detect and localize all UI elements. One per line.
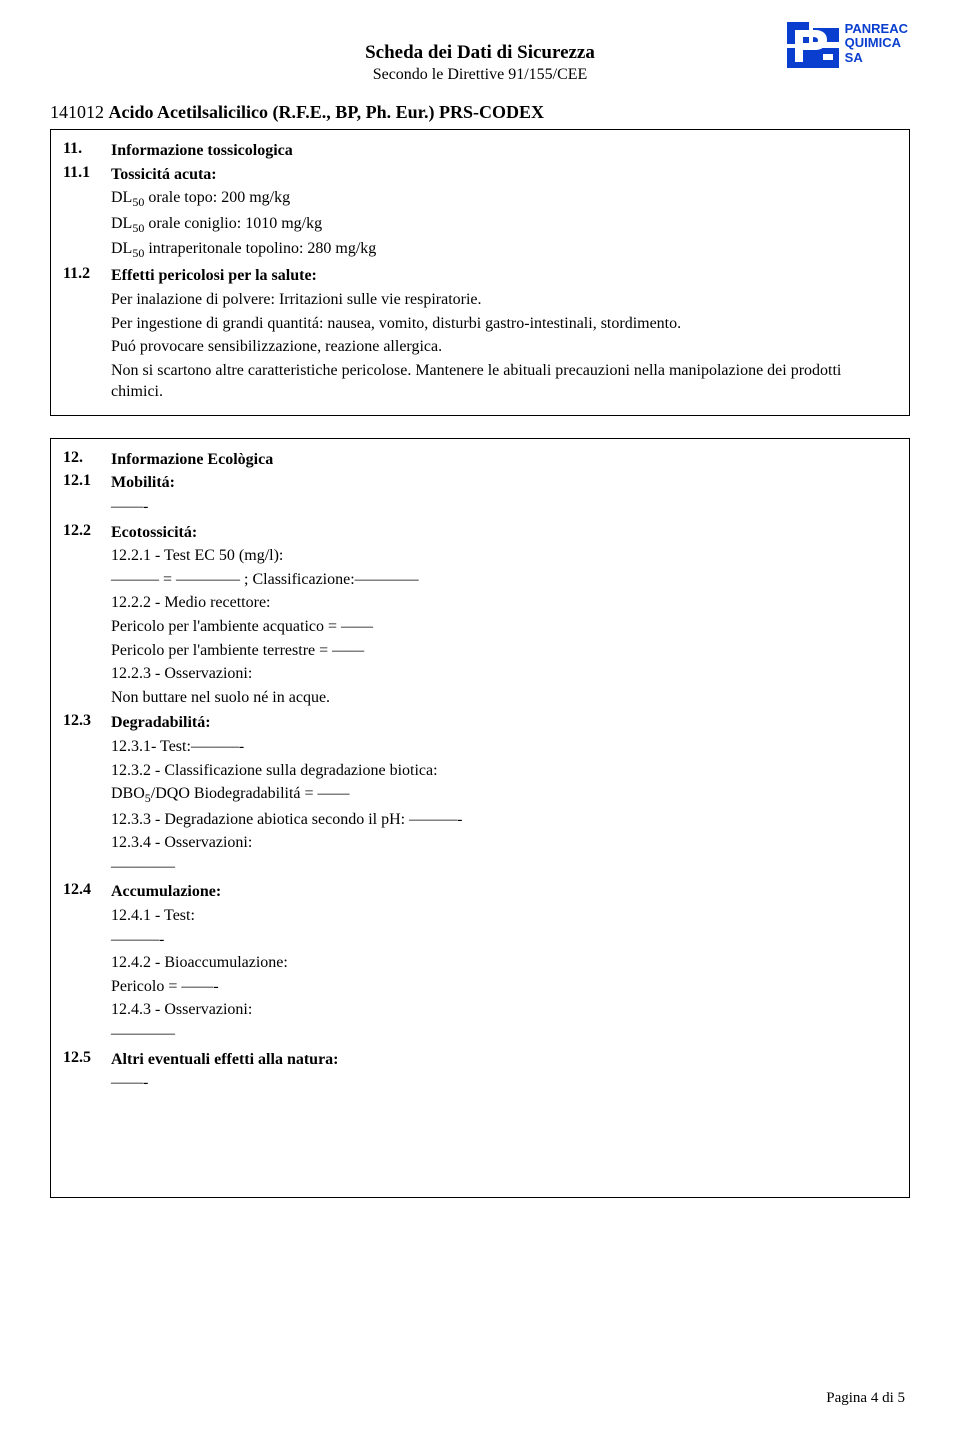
brand-line-2: QUIMICA xyxy=(845,36,908,50)
section-11-box: 11. Informazione tossicologica 11.1 Toss… xyxy=(50,129,910,416)
section-12-1: 12.1 Mobilitá: ——- xyxy=(63,472,897,519)
degrad-l6: ———— xyxy=(111,856,897,878)
tox-line-1: DL50 orale topo: 200 mg/kg xyxy=(111,187,897,210)
brand-line-3: SA xyxy=(845,51,908,65)
page-number: Pagina 4 di 5 xyxy=(826,1390,905,1407)
health-effect-1: Per inalazione di polvere: Irritazioni s… xyxy=(111,289,897,311)
section-12-4: 12.4 Accumulazione: 12.4.1 - Test: ———- … xyxy=(63,881,897,1046)
product-code: 141012 xyxy=(50,102,104,122)
section-11-title: Informazione tossicologica xyxy=(111,142,293,159)
ecotox-l6: 12.2.3 - Osservazioni: xyxy=(111,663,897,685)
section-11-header: 11. Informazione tossicologica xyxy=(63,140,897,162)
ecotox-l7: Non buttare nel suolo né in acque. xyxy=(111,687,897,709)
section-12-1-title: Mobilitá: xyxy=(111,474,175,491)
section-12-5-number: 12.5 xyxy=(63,1049,111,1067)
section-12-4-number: 12.4 xyxy=(63,881,111,899)
section-11-2-number: 11.2 xyxy=(63,265,111,283)
health-effect-2: Per ingestione di grandi quantitá: nause… xyxy=(111,313,897,335)
degrad-l5: 12.3.4 - Osservazioni: xyxy=(111,832,897,854)
section-12-3-title: Degradabilitá: xyxy=(111,714,211,731)
document-title: Scheda dei Dati di Sicurezza xyxy=(50,42,910,64)
brand-logo: PANREAC QUIMICA SA xyxy=(787,22,908,70)
section-12-title: Informazione Ecològica xyxy=(111,451,273,468)
ecotox-l3: 12.2.2 - Medio recettore: xyxy=(111,592,897,614)
section-11-2-title: Effetti pericolosi per la salute: xyxy=(111,267,317,284)
document-header: Scheda dei Dati di Sicurezza Secondo le … xyxy=(50,42,910,84)
brand-line-1: PANREAC xyxy=(845,22,908,36)
ecotox-l2: ——— = ———— ; Classificazione:———— xyxy=(111,569,897,591)
document-subtitle: Secondo le Direttive 91/155/CEE xyxy=(50,66,910,84)
section-11-number: 11. xyxy=(63,140,111,158)
section-12-3: 12.3 Degradabilitá: 12.3.1- Test:———- 12… xyxy=(63,712,897,879)
mobility-dash: ——- xyxy=(111,496,897,518)
section-12-2-title: Ecotossicitá: xyxy=(111,524,197,541)
health-effect-4: Non si scartono altre caratteristiche pe… xyxy=(111,360,897,403)
degrad-l3: DBO5/DQO Biodegradabilitá = —— xyxy=(111,783,897,806)
accum-l2: ———- xyxy=(111,929,897,951)
section-11-1: 11.1 Tossicitá acuta: DL50 orale topo: 2… xyxy=(63,164,897,264)
section-11-1-number: 11.1 xyxy=(63,164,111,182)
section-12-number: 12. xyxy=(63,449,111,467)
product-name: Acido Acetilsalicilico (R.F.E., BP, Ph. … xyxy=(109,102,545,122)
section-12-box: 12. Informazione Ecològica 12.1 Mobilitá… xyxy=(50,438,910,1198)
accum-l1: 12.4.1 - Test: xyxy=(111,905,897,927)
section-12-4-title: Accumulazione: xyxy=(111,883,221,900)
brand-logo-mark xyxy=(787,22,839,70)
degrad-l4: 12.3.3 - Degradazione abiotica secondo i… xyxy=(111,809,897,831)
ecotox-l1: 12.2.1 - Test EC 50 (mg/l): xyxy=(111,545,897,567)
section-12-2-number: 12.2 xyxy=(63,522,111,540)
accum-l3: 12.4.2 - Bioaccumulazione: xyxy=(111,952,897,974)
ecotox-l5: Pericolo per l'ambiente terrestre = —— xyxy=(111,640,897,662)
section-11-2: 11.2 Effetti pericolosi per la salute: P… xyxy=(63,265,897,405)
section-12-1-number: 12.1 xyxy=(63,472,111,490)
degrad-l1: 12.3.1- Test:———- xyxy=(111,736,897,758)
ecotox-l4: Pericolo per l'ambiente acquatico = —— xyxy=(111,616,897,638)
tox-line-2: DL50 orale coniglio: 1010 mg/kg xyxy=(111,213,897,236)
section-12-2: 12.2 Ecotossicitá: 12.2.1 - Test EC 50 (… xyxy=(63,522,897,711)
product-identifier: 141012 Acido Acetilsalicilico (R.F.E., B… xyxy=(50,102,910,123)
accum-l6: ———— xyxy=(111,1023,897,1045)
degrad-l2: 12.3.2 - Classificazione sulla degradazi… xyxy=(111,760,897,782)
other-effects-dash: ——- xyxy=(111,1072,897,1094)
section-11-1-title: Tossicitá acuta: xyxy=(111,166,217,183)
health-effect-3: Puó provocare sensibilizzazione, reazion… xyxy=(111,336,897,358)
accum-l4: Pericolo = ——- xyxy=(111,976,897,998)
tox-line-3: DL50 intraperitonale topolino: 280 mg/kg xyxy=(111,238,897,261)
accum-l5: 12.4.3 - Osservazioni: xyxy=(111,999,897,1021)
section-12-header: 12. Informazione Ecològica xyxy=(63,449,897,471)
section-12-5-title: Altri eventuali effetti alla natura: xyxy=(111,1051,339,1068)
section-12-3-number: 12.3 xyxy=(63,712,111,730)
section-12-5: 12.5 Altri eventuali effetti alla natura… xyxy=(63,1049,897,1096)
brand-logo-text: PANREAC QUIMICA SA xyxy=(845,22,908,65)
